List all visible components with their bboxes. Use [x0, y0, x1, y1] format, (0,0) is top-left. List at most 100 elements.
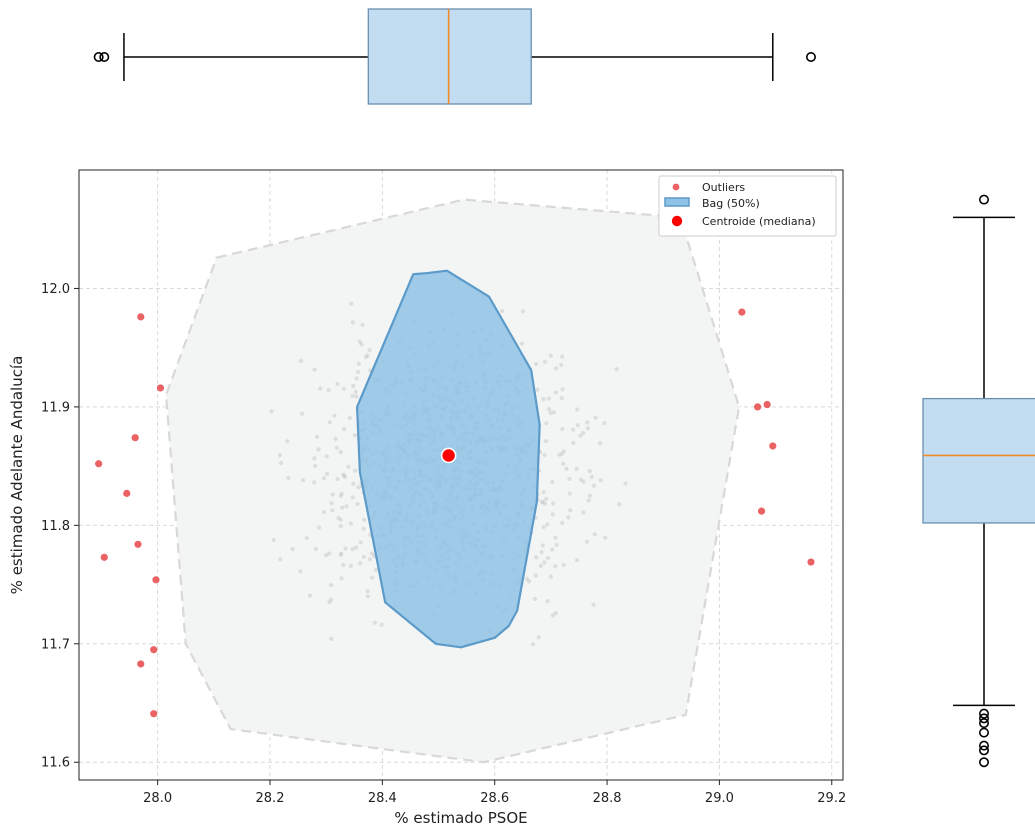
- outlier-layer: [95, 308, 815, 718]
- top-flier: [99, 51, 110, 62]
- cloud-point: [581, 510, 586, 515]
- cloud-point: [298, 358, 304, 364]
- cloud-point: [530, 642, 536, 647]
- right-flier: [978, 740, 989, 751]
- cloud-point: [323, 553, 329, 558]
- cloud-point: [553, 611, 558, 616]
- cloud-point: [329, 501, 334, 506]
- legend-frame: [658, 175, 837, 237]
- cloud-point: [367, 348, 372, 353]
- centroid-point: [440, 447, 457, 464]
- cloud-point: [540, 500, 545, 505]
- cloud-point: [541, 397, 546, 402]
- cloud-point: [349, 301, 354, 306]
- outlier-point: [738, 308, 746, 316]
- cloud-point: [300, 478, 306, 483]
- cloud-point: [584, 539, 590, 544]
- centroid-layer: [440, 447, 457, 464]
- cloud-point: [568, 508, 573, 513]
- cloud-point: [355, 501, 360, 507]
- cloud-point: [536, 635, 541, 640]
- cloud-point: [360, 322, 365, 327]
- right-flier: [978, 727, 989, 738]
- cloud-point: [524, 576, 530, 582]
- cloud-point: [370, 575, 375, 580]
- x-axis-ticks: 28.0 28.2 28.4 28.6 28.8 29.0 29.2: [143, 780, 846, 806]
- cloud-point: [356, 485, 361, 490]
- outlier-point: [134, 540, 142, 548]
- cloud-point: [545, 522, 550, 527]
- cloud-point: [321, 509, 326, 515]
- cloud-point: [312, 456, 317, 461]
- cloud-point: [585, 420, 590, 425]
- cloud-point: [551, 410, 556, 415]
- legend-centroid-marker: [671, 215, 683, 227]
- cloud-point: [550, 479, 555, 485]
- outlier-point: [137, 660, 145, 668]
- x-tick-label: 28.2: [256, 791, 285, 806]
- cloud-point: [344, 504, 349, 509]
- cloud-point: [566, 515, 571, 520]
- x-tick-label: 28.4: [368, 791, 397, 806]
- cloud-point: [353, 468, 358, 473]
- cloud-point: [549, 547, 555, 552]
- cloud-point: [379, 622, 384, 627]
- cloud-point: [321, 476, 327, 481]
- cloud-point: [341, 562, 346, 568]
- cloud-point: [354, 545, 359, 550]
- y-tick-label: 11.8: [41, 519, 70, 534]
- cloud-point: [539, 550, 544, 555]
- cloud-point: [559, 396, 564, 401]
- outlier-point: [757, 507, 766, 515]
- cloud-point: [278, 557, 283, 562]
- cloud-point: [545, 555, 551, 561]
- y-tick-label: 11.7: [41, 637, 70, 652]
- cloud-point: [544, 421, 549, 426]
- right-flier: [978, 718, 989, 729]
- cloud-point: [357, 339, 362, 344]
- cloud-point: [325, 471, 330, 477]
- cloud-point: [327, 420, 332, 425]
- plot-frame: [78, 169, 844, 781]
- x-tick-label: 29.2: [817, 791, 846, 806]
- cloud-point: [358, 540, 363, 545]
- cloud-point: [560, 387, 565, 392]
- cloud-point: [365, 594, 370, 599]
- cloud-point: [519, 341, 525, 346]
- cloud-point: [328, 597, 334, 602]
- x-tick-label: 29.0: [705, 791, 734, 806]
- cloud-point: [314, 434, 320, 440]
- x-tick-label: 28.8: [593, 791, 622, 806]
- x-axis-label: % estimado PSOE: [394, 809, 527, 827]
- top-flier: [805, 51, 816, 62]
- outlier-point: [152, 576, 160, 584]
- cloud-point: [369, 551, 374, 556]
- cloud-point: [327, 551, 332, 556]
- legend-outlier-marker: [672, 183, 680, 191]
- cloud-point: [550, 512, 555, 517]
- cloud-point: [313, 463, 318, 468]
- cloud-point: [553, 564, 558, 569]
- cloud-point: [591, 602, 596, 607]
- cloud-point: [354, 394, 359, 399]
- cloud-point: [546, 396, 552, 401]
- cloud-point: [548, 353, 553, 358]
- cloud-point: [543, 496, 549, 501]
- outlier-point: [763, 400, 771, 409]
- y-tick-label: 11.9: [41, 400, 70, 415]
- outlier-point: [95, 460, 103, 468]
- cloud-point: [602, 420, 607, 426]
- cloud-point: [338, 524, 343, 529]
- cloud-point: [500, 308, 505, 314]
- cloud-point: [332, 413, 337, 418]
- cloud-point: [592, 532, 597, 537]
- cloud-point: [286, 475, 291, 480]
- cloud-point: [544, 438, 549, 444]
- cloud-point: [330, 508, 335, 513]
- cloud-point: [290, 546, 295, 552]
- cloud-point: [533, 573, 538, 578]
- legend: Outliers Bag (50%) Centroide (mediana): [658, 175, 837, 237]
- cloud-point: [581, 479, 586, 484]
- outlier-point: [131, 434, 139, 442]
- outlier-point: [150, 646, 158, 654]
